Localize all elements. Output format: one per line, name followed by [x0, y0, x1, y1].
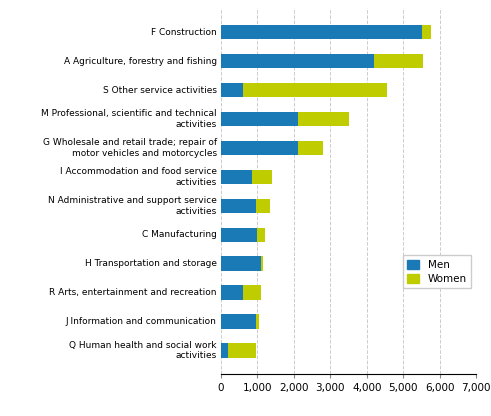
- Bar: [221, 83, 243, 97]
- Legend: Men, Women: Men, Women: [403, 255, 471, 288]
- Bar: [228, 343, 256, 358]
- Bar: [252, 170, 272, 184]
- Bar: [257, 228, 265, 242]
- Bar: [221, 141, 298, 155]
- Bar: [221, 343, 228, 358]
- Bar: [221, 257, 261, 271]
- Bar: [221, 25, 422, 40]
- Bar: [243, 83, 387, 97]
- Bar: [422, 25, 431, 40]
- Bar: [298, 141, 323, 155]
- Bar: [374, 54, 423, 68]
- Bar: [221, 228, 257, 242]
- Bar: [221, 314, 256, 329]
- Bar: [221, 170, 252, 184]
- Bar: [221, 54, 374, 68]
- Bar: [261, 257, 263, 271]
- Bar: [256, 314, 259, 329]
- Bar: [221, 112, 298, 126]
- Bar: [221, 198, 256, 213]
- Bar: [243, 285, 261, 300]
- Bar: [256, 198, 270, 213]
- Bar: [298, 112, 349, 126]
- Bar: [221, 285, 243, 300]
